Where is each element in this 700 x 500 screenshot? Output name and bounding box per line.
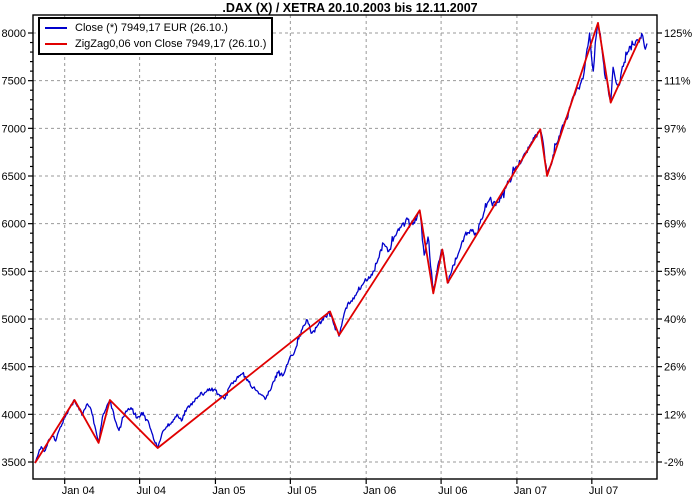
- legend-zigzag-label: ZigZag0,06 von Close 7949,17 (26.10.): [75, 38, 267, 50]
- y-right-label: 69%: [664, 219, 686, 231]
- legend-item-close: Close (*) 7949,17 EUR (26.10.): [45, 20, 266, 36]
- close-line: [34, 22, 648, 464]
- zigzag-line-swatch: [45, 43, 67, 45]
- x-tick-label: Jan 04: [62, 485, 95, 497]
- y-left-label: 5500: [2, 266, 26, 278]
- axis-labels: 3500 -2% 4000 12% 4500 26% 5000 40% 5500 55% 6000 6…: [2, 28, 693, 497]
- grid-lines: [33, 15, 657, 479]
- close-line-swatch: [45, 27, 67, 29]
- y-left-label: 6000: [2, 219, 26, 231]
- y-left-label: 3500: [2, 457, 26, 469]
- y-right-label: 111%: [664, 76, 691, 88]
- zigzag-line: [34, 21, 641, 464]
- y-right-label: 12%: [664, 409, 686, 421]
- legend-close-label: Close (*) 7949,17 EUR (26.10.): [75, 22, 228, 34]
- chart-title: .DAX (X) / XETRA 20.10.2003 bis 12.11.20…: [222, 1, 478, 15]
- x-tick-label: Jul 06: [438, 485, 467, 497]
- y-right-label: 26%: [664, 362, 686, 374]
- x-tick-label: Jul 05: [287, 485, 316, 497]
- y-right-label: 40%: [664, 314, 686, 326]
- y-right-label: 55%: [664, 266, 686, 278]
- y-right-label: 83%: [664, 171, 686, 183]
- x-tick-label: Jan 07: [514, 485, 547, 497]
- axes: [32, 14, 658, 480]
- x-tick-label: Jul 07: [589, 485, 618, 497]
- y-left-label: 8000: [2, 28, 26, 40]
- x-tick-label: Jan 05: [212, 485, 245, 497]
- y-left-label: 7000: [2, 123, 26, 135]
- y-left-label: 6500: [2, 171, 26, 183]
- y-right-label: 125%: [664, 28, 692, 40]
- x-tick-label: Jan 06: [363, 485, 396, 497]
- y-right-label: -2%: [664, 457, 684, 469]
- y-right-label: 97%: [664, 123, 686, 135]
- plot-border: [32, 14, 658, 480]
- axis-ticks: [28, 32, 662, 484]
- y-left-label: 4500: [2, 362, 26, 374]
- legend-box: Close (*) 7949,17 EUR (26.10.) ZigZag0,0…: [38, 17, 274, 55]
- x-tick-label: Jul 04: [137, 485, 166, 497]
- y-left-label: 7500: [2, 76, 26, 88]
- y-left-label: 4000: [2, 409, 26, 421]
- y-left-label: 5000: [2, 314, 26, 326]
- legend-item-zigzag: ZigZag0,06 von Close 7949,17 (26.10.): [45, 36, 266, 52]
